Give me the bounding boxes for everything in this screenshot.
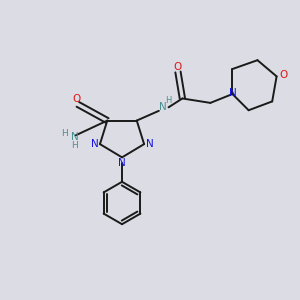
Text: N: N bbox=[146, 139, 153, 149]
Text: O: O bbox=[174, 62, 182, 72]
Text: N: N bbox=[118, 158, 126, 168]
Text: N: N bbox=[91, 139, 98, 149]
Text: H: H bbox=[71, 141, 78, 150]
Text: O: O bbox=[72, 94, 80, 104]
Text: N: N bbox=[159, 102, 167, 112]
Text: H: H bbox=[61, 129, 68, 138]
Text: N: N bbox=[229, 88, 237, 98]
Text: O: O bbox=[279, 70, 287, 80]
Text: N: N bbox=[71, 132, 79, 142]
Text: H: H bbox=[165, 96, 172, 105]
